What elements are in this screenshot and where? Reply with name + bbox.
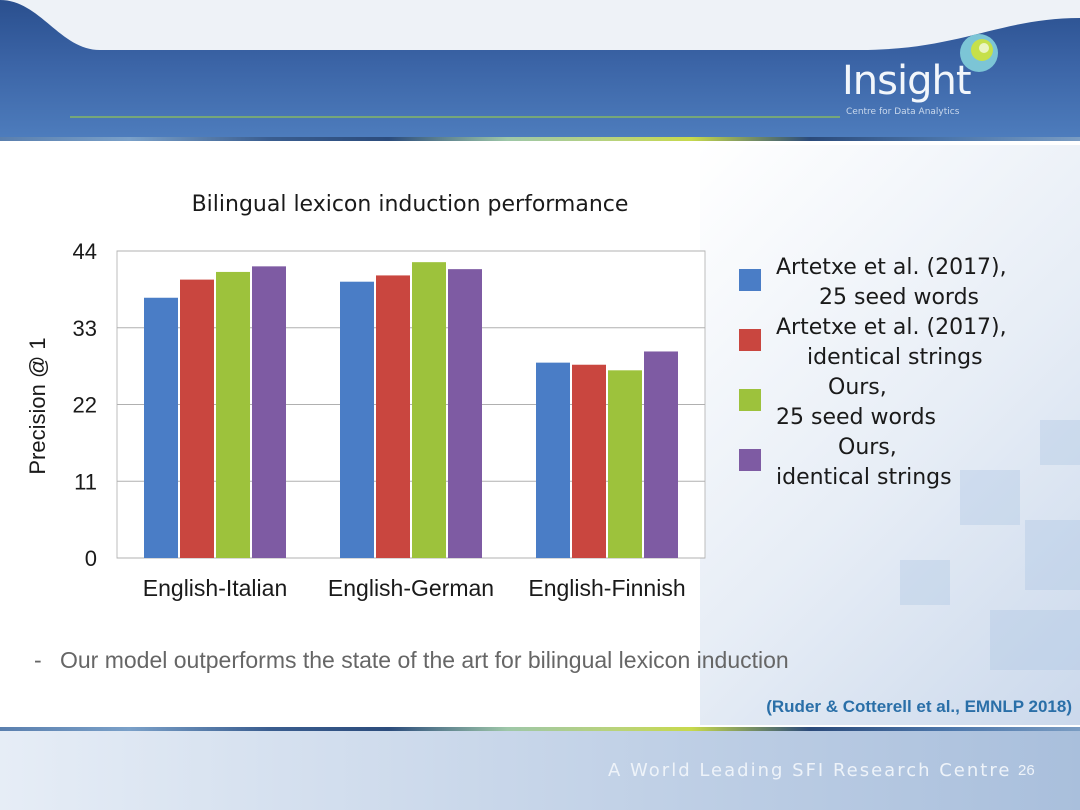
legend-label: Artetxe et al. (2017), identical strings xyxy=(776,313,1036,373)
page-number: 26 xyxy=(1018,762,1035,779)
background-block xyxy=(900,560,950,605)
footer-color-stripe xyxy=(0,727,1080,731)
legend-label: Ours, identical strings xyxy=(776,433,1036,493)
legend-label: Artetxe et al. (2017), 25 seed words xyxy=(776,253,1036,313)
legend-line: Ours, xyxy=(828,375,887,400)
insight-logo-icon xyxy=(960,34,998,72)
legend-line: identical strings xyxy=(776,465,952,490)
background-block xyxy=(1040,420,1080,465)
legend-swatch-blue xyxy=(739,269,761,291)
legend-line: 25 seed words xyxy=(776,405,937,430)
bullet-point: - Our model outperforms the state of the … xyxy=(34,647,789,674)
bar xyxy=(144,297,178,558)
bullet-dash: - xyxy=(34,647,42,673)
y-tick-label: 0 xyxy=(85,546,97,571)
y-tick-label: 44 xyxy=(73,239,97,264)
bar xyxy=(252,266,286,558)
bar xyxy=(608,370,642,558)
bullet-text: Our model outperforms the state of the a… xyxy=(60,647,789,673)
bar xyxy=(412,262,446,558)
y-tick-label: 11 xyxy=(74,469,97,494)
background-block xyxy=(960,470,1020,525)
bar xyxy=(340,281,374,558)
bar xyxy=(644,351,678,558)
header-band: Insight Centre for Data Analytics xyxy=(0,0,1080,140)
legend-swatch-red xyxy=(739,329,761,351)
bar xyxy=(572,364,606,558)
bar xyxy=(180,279,214,558)
y-tick-label: 22 xyxy=(73,393,97,418)
x-tick-label: English-Italian xyxy=(143,575,287,601)
legend-line: Artetxe et al. (2017), xyxy=(776,315,1007,340)
chart-title: Bilingual lexicon induction performance xyxy=(191,192,629,217)
brand-name: Insight xyxy=(842,58,972,104)
x-tick-label: English-German xyxy=(328,575,494,601)
background-block xyxy=(1025,520,1080,590)
brand-tagline: Centre for Data Analytics xyxy=(846,107,960,117)
legend-line: Artetxe et al. (2017), xyxy=(776,255,1007,280)
bar xyxy=(536,362,570,558)
legend-line: identical strings xyxy=(807,345,983,370)
legend-swatch-green xyxy=(739,389,761,411)
citation: (Ruder & Cotterell et al., EMNLP 2018) xyxy=(766,697,1072,716)
legend-swatch-purple xyxy=(739,449,761,471)
bar xyxy=(216,271,250,558)
footer-tagline: A World Leading SFI Research Centre xyxy=(608,760,1012,781)
header-divider-line xyxy=(70,116,840,118)
legend-label: Ours, 25 seed words xyxy=(776,373,1036,433)
x-tick-label: English-Finnish xyxy=(528,575,685,601)
footer-band xyxy=(0,731,1080,810)
legend-line: Ours, xyxy=(838,435,897,460)
background-block xyxy=(990,610,1080,670)
header-curve xyxy=(0,0,1080,50)
header-color-stripe xyxy=(0,137,1080,141)
bar xyxy=(376,275,410,558)
bar xyxy=(448,269,482,558)
legend-line: 25 seed words xyxy=(819,285,980,310)
background-texture xyxy=(700,145,1080,725)
y-tick-label: 33 xyxy=(73,316,97,341)
